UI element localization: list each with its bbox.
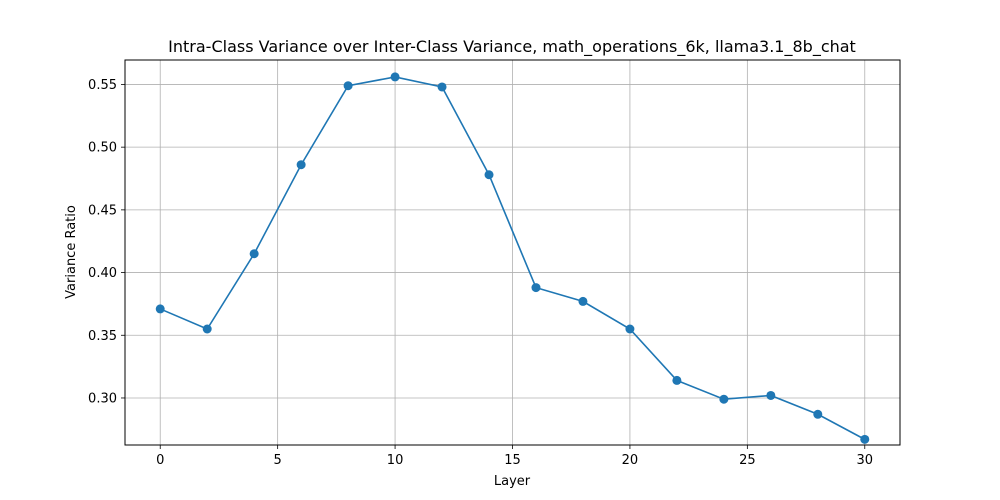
y-tick-label: 0.35 bbox=[88, 329, 117, 344]
y-tick-label: 0.45 bbox=[88, 203, 117, 218]
y-tick-label: 0.50 bbox=[88, 141, 117, 156]
data-point bbox=[343, 81, 353, 91]
x-tick-label: 5 bbox=[274, 453, 282, 468]
y-tick-label: 0.55 bbox=[88, 78, 117, 93]
data-point bbox=[390, 72, 400, 82]
x-tick-label: 10 bbox=[387, 453, 404, 468]
data-point bbox=[578, 296, 588, 306]
data-point bbox=[202, 324, 212, 334]
chart-title: Intra-Class Variance over Inter-Class Va… bbox=[168, 37, 856, 57]
data-point bbox=[531, 283, 541, 293]
grid bbox=[125, 60, 900, 445]
x-axis-label: Layer bbox=[494, 474, 531, 489]
data-point bbox=[625, 324, 635, 334]
x-tick-label: 20 bbox=[622, 453, 639, 468]
data-point bbox=[437, 82, 447, 92]
x-tick-label: 0 bbox=[156, 453, 164, 468]
y-tick-label: 0.40 bbox=[88, 266, 117, 281]
x-tick-label: 15 bbox=[504, 453, 521, 468]
x-tick-label: 30 bbox=[856, 453, 873, 468]
y-axis: 0.30 0.35 0.40 0.45 0.50 0.55 bbox=[88, 78, 125, 406]
data-point bbox=[813, 409, 823, 419]
data-point bbox=[766, 390, 776, 400]
data-point bbox=[719, 394, 729, 404]
data-point bbox=[672, 375, 682, 385]
y-tick-label: 0.30 bbox=[88, 391, 117, 406]
x-axis: 0 5 10 15 20 25 30 bbox=[156, 445, 873, 468]
data-point bbox=[296, 160, 306, 170]
series-layer bbox=[155, 72, 870, 444]
data-point bbox=[249, 249, 259, 259]
y-axis-label: Variance Ratio bbox=[64, 205, 79, 299]
data-point bbox=[484, 170, 494, 180]
data-point bbox=[860, 434, 870, 444]
series-line bbox=[159, 76, 866, 441]
x-tick-label: 25 bbox=[739, 453, 756, 468]
data-point bbox=[155, 304, 165, 314]
